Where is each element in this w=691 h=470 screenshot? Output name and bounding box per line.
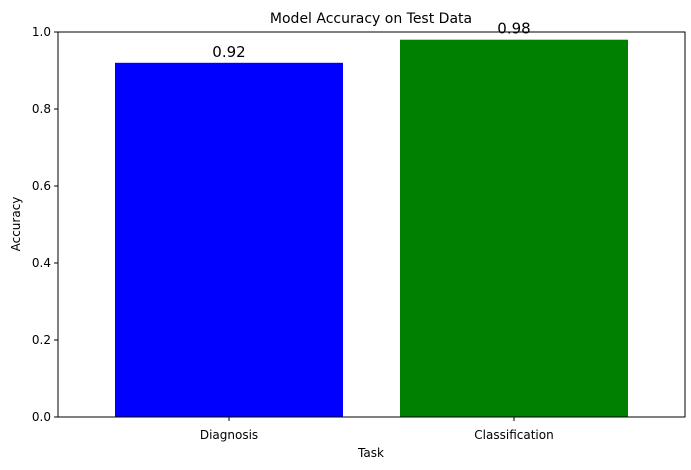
y-tick-label: 0.8	[32, 102, 51, 116]
x-axis-ticks: Diagnosis Classification	[200, 417, 554, 442]
x-tick-label-classification: Classification	[474, 428, 553, 442]
bar-diagnosis	[115, 62, 343, 418]
y-tick-label: 0.4	[32, 256, 51, 270]
bar-classification	[400, 39, 628, 417]
y-tick-label: 1.0	[32, 25, 51, 39]
data-label-diagnosis: 0.92	[212, 43, 245, 61]
data-label-classification: 0.98	[497, 20, 530, 38]
y-tick-label: 0.6	[32, 179, 51, 193]
x-tick-label-diagnosis: Diagnosis	[200, 428, 258, 442]
y-tick-label: 0.2	[32, 333, 51, 347]
data-labels-group: 0.92 0.98	[212, 20, 530, 61]
plot-area-frame	[57, 31, 686, 418]
x-axis-label: Task	[357, 446, 384, 460]
y-axis-ticks: 0.0 0.2 0.4 0.6 0.8 1.0	[32, 25, 58, 424]
y-tick-label: 0.0	[32, 410, 51, 424]
y-axis-label: Accuracy	[9, 197, 23, 252]
chart-title: Model Accuracy on Test Data	[270, 11, 472, 27]
bars-group	[115, 39, 628, 418]
